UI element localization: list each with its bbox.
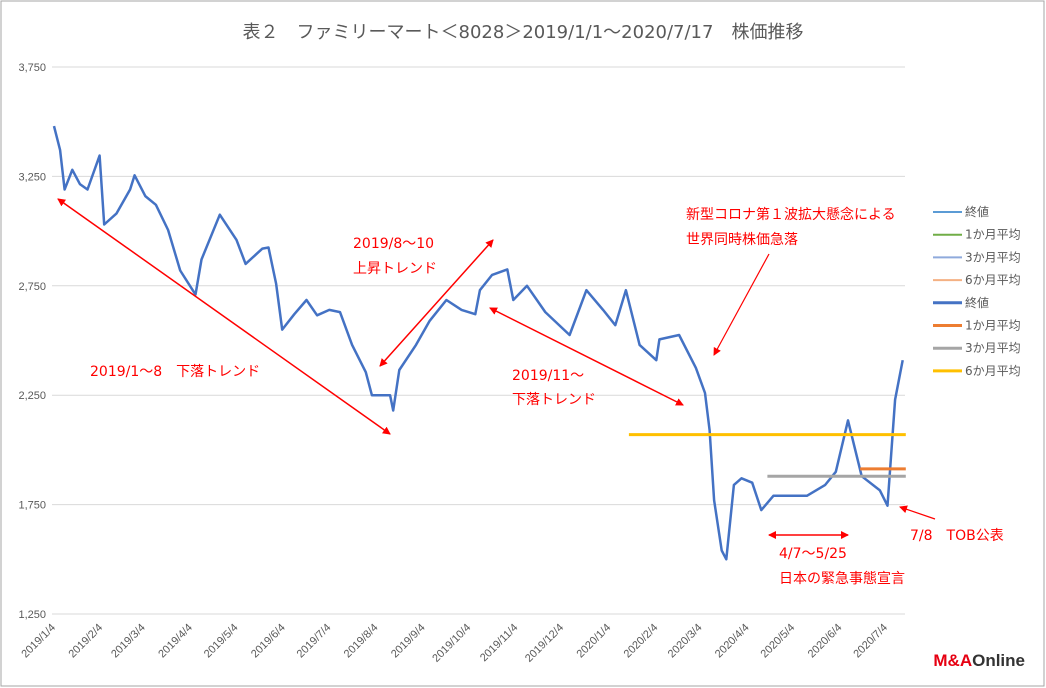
legend-label: 3か月平均 (965, 341, 1021, 355)
arrow-downtrend-2 (489, 307, 684, 406)
arrow-downtrend-1 (57, 198, 391, 435)
arrow-corona (713, 253, 770, 356)
chart-title: 表２ ファミリーマート＜8028＞2019/1/1～2020/7/17 株価推移 (243, 22, 804, 43)
annotation-corona-1: 新型コロナ第１波拡大懸念による (686, 206, 896, 223)
y-tick-label: 3,250 (18, 171, 46, 183)
annotation-corona-2: 世界同時株価急落 (686, 232, 798, 248)
y-tick-label: 3,750 (18, 62, 46, 74)
y-tick-label: 2,750 (18, 281, 46, 293)
y-tick-label: 2,250 (18, 390, 46, 402)
legend-label: 6か月平均 (965, 273, 1021, 287)
ma-online-logo: M&AOnline (933, 651, 1025, 670)
arrow-uptrend (379, 239, 494, 367)
annotation-uptrend-period: 2019/8～10 (353, 236, 434, 252)
legend-label: 3か月平均 (965, 250, 1021, 264)
annotation-downtrend-2-label: 下落トレンド (512, 392, 596, 408)
legend-label: 終値 (965, 295, 989, 310)
legend-label: 1か月平均 (965, 319, 1021, 333)
legend-label: 1か月平均 (965, 228, 1021, 242)
arrow-tob (899, 505, 936, 520)
annotation-emergency-label: 日本の緊急事態宣言 (779, 571, 905, 587)
annotations: 2019/1～8 下落トレンド 2019/8～10 上昇トレンド 2019/11… (90, 206, 1004, 587)
annotation-downtrend-2-period: 2019/11～ (512, 368, 584, 384)
legend-label: 6か月平均 (965, 364, 1021, 378)
annotation-uptrend-label: 上昇トレンド (353, 261, 437, 277)
y-tick-label: 1,250 (18, 609, 46, 621)
annotation-emergency-period: 4/7～5/25 (779, 546, 847, 562)
y-axis: 1,250 1,750 2,250 2,750 3,250 3,750 (18, 62, 46, 621)
legend-label: 終値 (965, 204, 989, 219)
annotation-arrows (57, 198, 936, 539)
annotation-tob: 7/8 TOB公表 (910, 528, 1004, 544)
y-tick-label: 1,750 (18, 500, 46, 512)
annotation-downtrend-1: 2019/1～8 下落トレンド (90, 364, 260, 380)
